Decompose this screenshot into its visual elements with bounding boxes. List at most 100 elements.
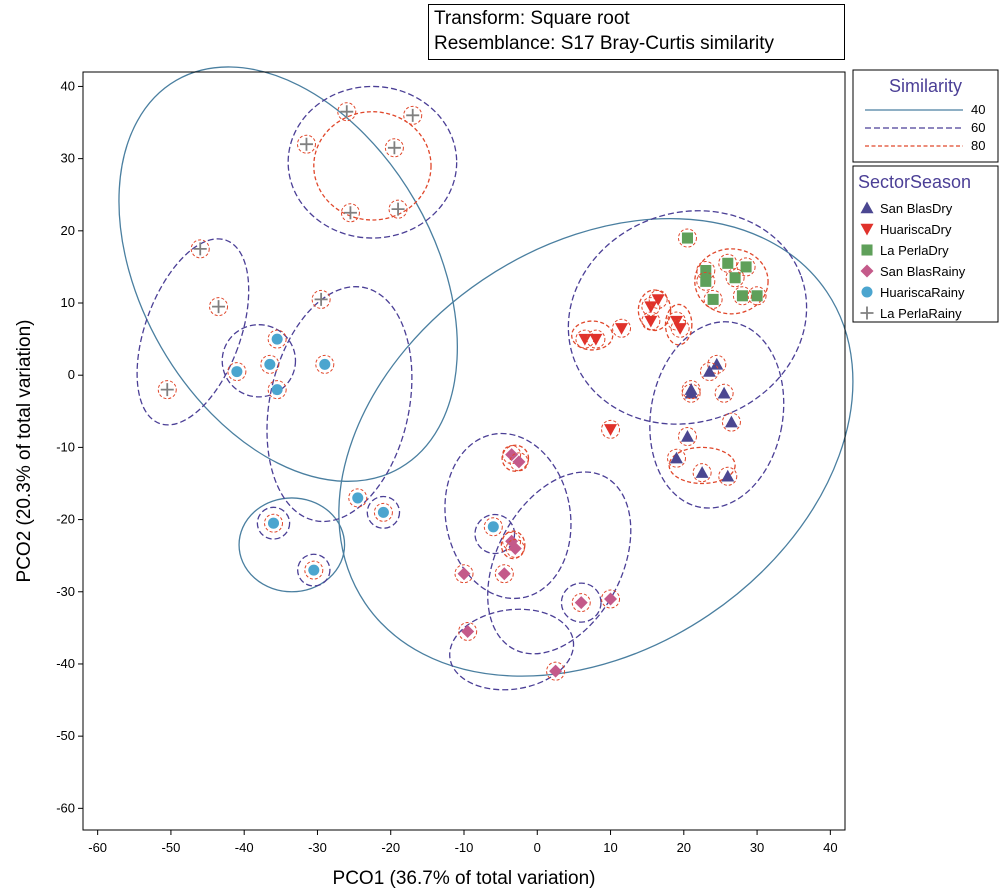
resemblance-label: Resemblance: S17 Bray-Curtis similarity — [434, 33, 774, 54]
contour-60-dry-blas — [649, 321, 785, 509]
group-legend-marker — [860, 201, 874, 214]
similarity-legend-label: 40 — [971, 102, 985, 117]
y-tick-label: 0 — [68, 367, 75, 382]
point-halo — [227, 362, 247, 382]
contour-60-top — [287, 85, 458, 239]
data-point — [457, 567, 471, 581]
x-tick-label: -10 — [455, 840, 474, 855]
data-point — [299, 137, 313, 151]
data-point — [702, 365, 716, 377]
group-legend-marker — [860, 306, 874, 320]
x-tick-label: -50 — [162, 840, 181, 855]
point-halo — [454, 564, 474, 584]
data-point — [717, 386, 731, 399]
point-halo — [666, 448, 686, 468]
point-halo — [677, 228, 697, 248]
point-halo — [732, 286, 752, 306]
point-halo — [714, 383, 734, 403]
y-axis-label: PCO2 (20.3% of total variation) — [14, 320, 35, 583]
data-point — [343, 206, 357, 220]
data-point — [724, 415, 738, 428]
legends: Similarity 40 60 80 SectorSeason San BlasDry H… — [852, 69, 999, 323]
group-legend-label: La PerlaDry — [880, 243, 949, 258]
data-point — [549, 664, 563, 678]
point-halo — [458, 621, 478, 641]
contour-60-rainy-b — [487, 471, 632, 655]
data-point — [589, 333, 603, 346]
contour-80-dry-b — [637, 289, 672, 332]
point-halo — [641, 297, 661, 317]
contour-40-right — [338, 218, 854, 677]
data-point — [604, 592, 618, 606]
y-tick-label: -50 — [56, 728, 75, 743]
contour-40-small — [238, 497, 346, 593]
point-halo — [692, 463, 712, 483]
data-point — [377, 506, 389, 518]
similarity-legend-title: Similarity — [889, 76, 962, 96]
y-tick-label: -10 — [56, 439, 75, 454]
data-point — [644, 301, 658, 314]
data-point — [644, 315, 658, 328]
point-halo — [190, 239, 210, 259]
x-tick-label: 30 — [750, 840, 764, 855]
y-tick-label: -20 — [56, 512, 75, 527]
point-halo — [681, 380, 701, 400]
group-legend-marker — [861, 244, 873, 256]
data-point — [505, 448, 519, 462]
contour-60-far-left — [136, 238, 250, 426]
group-legend-title: SectorSeason — [858, 172, 971, 192]
point-halo — [677, 427, 697, 447]
point-halo — [340, 203, 360, 223]
data-point — [267, 517, 280, 529]
point-halo — [747, 286, 767, 306]
contour-80-rainy-a — [501, 444, 530, 472]
point-halo — [509, 452, 529, 472]
data-point — [340, 105, 354, 119]
point-halo — [388, 199, 408, 219]
x-tick-label: -60 — [88, 840, 107, 855]
data-point — [406, 108, 420, 122]
point-halo — [337, 102, 357, 122]
data-point — [271, 333, 283, 345]
contour-60-rainy-c — [449, 608, 575, 691]
point-halo — [670, 318, 690, 338]
y-tick-label: 30 — [61, 151, 75, 166]
contour-60-rainy-d — [560, 582, 602, 623]
point-halo — [494, 564, 514, 584]
contour-60-mid-left — [266, 286, 413, 523]
contour-80-dry-d — [694, 248, 769, 315]
contour-60-small-b — [297, 553, 331, 587]
contour-60-small-c — [366, 495, 401, 529]
x-tick-label: 20 — [677, 840, 691, 855]
data-point — [736, 290, 748, 302]
point-halo — [264, 513, 283, 533]
point-halo — [718, 253, 738, 273]
y-tick-label: 10 — [61, 295, 75, 310]
contour-40-left — [118, 66, 458, 482]
data-point — [352, 492, 364, 504]
contour-80-dry-c — [664, 303, 693, 346]
data-point — [722, 257, 734, 269]
data-point — [319, 358, 331, 370]
point-halo — [311, 289, 331, 309]
data-point — [604, 424, 618, 436]
contour-60-rainy-e — [474, 513, 516, 555]
data-point — [669, 315, 683, 328]
data-point — [700, 275, 712, 287]
data-point — [729, 272, 741, 284]
point-halo — [571, 593, 591, 613]
data-point — [497, 567, 511, 581]
axes: -60 -50 -40 -30 -20 -10 0 10 20 30 40 -60 -50 -40 -30 -… — [14, 71, 846, 889]
point-halo — [403, 105, 423, 125]
group-legend-label: San BlasDry — [880, 201, 953, 216]
data-point — [707, 293, 719, 305]
data-point — [160, 383, 174, 397]
point-halo — [696, 271, 716, 291]
point-halo — [721, 412, 741, 432]
point-halo — [696, 261, 716, 281]
x-axis-label: PCO1 (36.7% of total variation) — [333, 868, 596, 889]
data-point — [461, 624, 475, 638]
data-point — [673, 323, 687, 335]
point-halo — [267, 329, 287, 349]
data-point — [508, 541, 522, 555]
